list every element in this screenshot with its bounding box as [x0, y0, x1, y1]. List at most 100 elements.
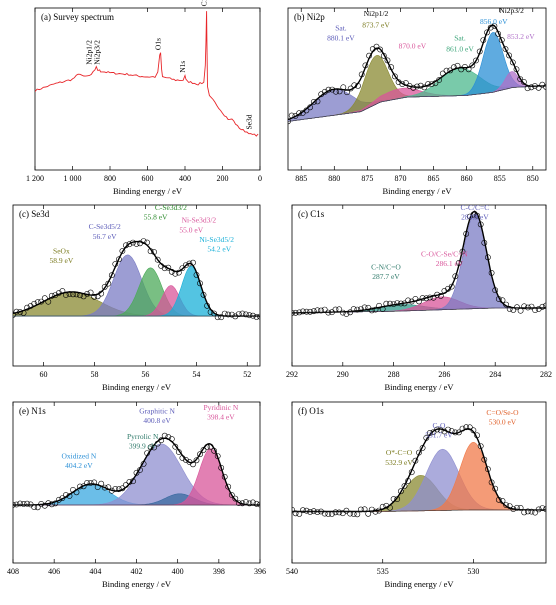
data-point: [521, 303, 528, 310]
data-point: [98, 290, 105, 297]
data-point: [218, 314, 225, 321]
data-point: [405, 477, 411, 484]
data-point: [168, 436, 175, 442]
data-point: [347, 85, 354, 92]
peak-label: C-Se3d5/2: [89, 222, 121, 231]
data-point: [123, 482, 129, 488]
data-point: [242, 499, 249, 505]
data-point: [228, 492, 235, 498]
data-point: [175, 269, 182, 276]
peak-label: N1s: [178, 61, 187, 73]
data-point: [225, 483, 232, 490]
data-point: [397, 300, 404, 307]
data-point: [343, 311, 350, 317]
data-point: [410, 84, 417, 91]
data-point: [426, 294, 433, 301]
data-point: [539, 303, 546, 310]
data-point: [87, 289, 94, 296]
panel-a: 1 200 1 000 800 600 400 200 0 Binding energy / …: [26, 0, 262, 196]
x-tick-label: 56: [141, 370, 149, 379]
data-point: [77, 483, 83, 490]
x-tick-label: 284: [489, 370, 501, 379]
plot-area: [13, 238, 260, 321]
plot-area: [292, 424, 546, 518]
data-point: [441, 287, 448, 294]
data-point: [20, 500, 27, 507]
peak-label: Graphitic N: [139, 406, 175, 415]
data-point: [63, 292, 69, 298]
x-tick-label: 54: [192, 370, 200, 379]
x-tick-label: 800: [104, 174, 116, 183]
peak-label: C1s: [200, 0, 209, 6]
data-point: [484, 254, 491, 261]
data-point: [383, 502, 390, 509]
data-point: [401, 483, 408, 489]
data-point: [45, 500, 52, 507]
data-point: [314, 307, 321, 314]
data-point: [161, 265, 168, 272]
data-point: [66, 291, 73, 297]
data-point: [257, 313, 260, 320]
data-point: [439, 70, 446, 77]
data-point: [200, 446, 207, 453]
data-point: [469, 62, 476, 69]
peak-label: Pyrrolic N: [127, 432, 159, 441]
data-point: [77, 292, 83, 299]
data-point: [318, 508, 324, 515]
data-point: [112, 485, 119, 492]
peak-label: Pyridinic N: [203, 403, 238, 412]
data-point: [225, 311, 232, 318]
data-point: [517, 307, 524, 314]
panel-title: (c) C1s: [298, 209, 325, 219]
data-point: [239, 500, 246, 507]
data-point: [140, 238, 147, 244]
data-point: [405, 297, 411, 304]
peak-label: 284.8 eV: [461, 212, 489, 221]
data-point: [303, 308, 310, 315]
panel-title: (c) Se3d: [19, 209, 50, 219]
data-point: [402, 80, 409, 86]
data-point: [24, 500, 30, 507]
fit-baseline: [288, 85, 546, 122]
data-point: [310, 308, 317, 315]
data-point: [379, 306, 386, 312]
data-point: [347, 309, 353, 316]
x-tick-label: 406: [48, 567, 60, 576]
data-point: [387, 504, 393, 511]
data-point: [394, 496, 401, 502]
data-point: [430, 294, 437, 301]
data-point: [491, 23, 498, 29]
data-point: [321, 510, 328, 517]
data-point: [347, 510, 353, 517]
data-point: [437, 292, 444, 299]
data-point: [336, 306, 343, 313]
peak-label: 54.2 eV: [207, 245, 231, 254]
data-point: [474, 212, 480, 219]
data-point: [484, 29, 490, 36]
data-point: [296, 511, 303, 517]
data-point: [126, 478, 133, 485]
peak-label: C=O/Se-O: [486, 408, 519, 417]
data-point: [52, 500, 59, 507]
data-point: [292, 506, 295, 513]
plot-frame: [287, 7, 547, 171]
data-point: [455, 429, 462, 436]
data-point: [63, 492, 69, 498]
peak-label: Ni2p3/2: [93, 40, 102, 65]
data-point: [384, 57, 391, 64]
data-point: [423, 295, 430, 302]
data-point: [466, 213, 473, 220]
x-axis-label: Binding energy / eV: [102, 579, 172, 589]
data-point: [105, 484, 112, 491]
data-point: [510, 306, 517, 313]
data-point: [84, 290, 90, 297]
data-point: [38, 500, 45, 507]
peak-label: Ni-Se3d3/2: [182, 216, 217, 225]
data-point: [98, 480, 105, 487]
fit-component-peak: [292, 213, 546, 314]
data-point: [292, 510, 299, 517]
data-point: [525, 304, 531, 311]
x-tick-label: 402: [131, 567, 143, 576]
data-point: [94, 484, 101, 490]
